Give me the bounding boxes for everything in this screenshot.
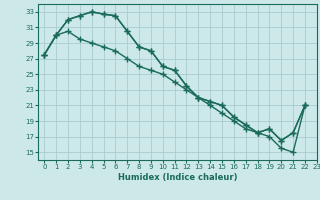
X-axis label: Humidex (Indice chaleur): Humidex (Indice chaleur): [118, 173, 237, 182]
